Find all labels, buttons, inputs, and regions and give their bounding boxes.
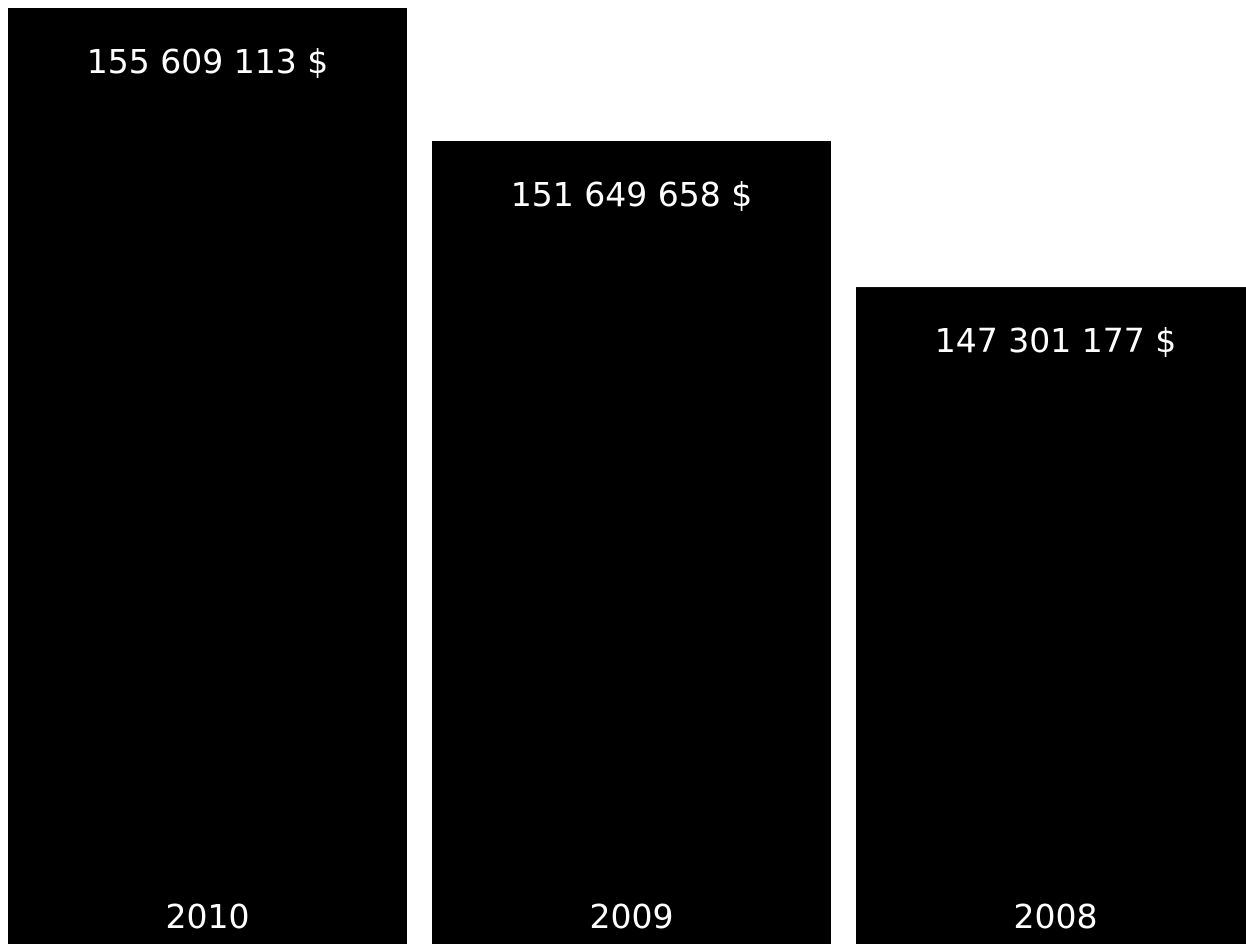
bar-2010	[8, 8, 407, 944]
bar-2008	[856, 287, 1246, 944]
bars-group: 155 609 113 $ 2010 151 649 658 $ 2009 147 30…	[8, 8, 1246, 944]
bar-value-label-2008: 147 301 177 $	[935, 321, 1176, 360]
category-label-2010: 2010	[166, 897, 250, 936]
category-label-2008: 2008	[1014, 897, 1098, 936]
bar-2009	[432, 141, 831, 944]
category-label-2009: 2009	[590, 897, 674, 936]
bar-value-label-2010: 155 609 113 $	[87, 42, 328, 81]
bar-value-label-2009: 151 649 658 $	[511, 175, 752, 214]
